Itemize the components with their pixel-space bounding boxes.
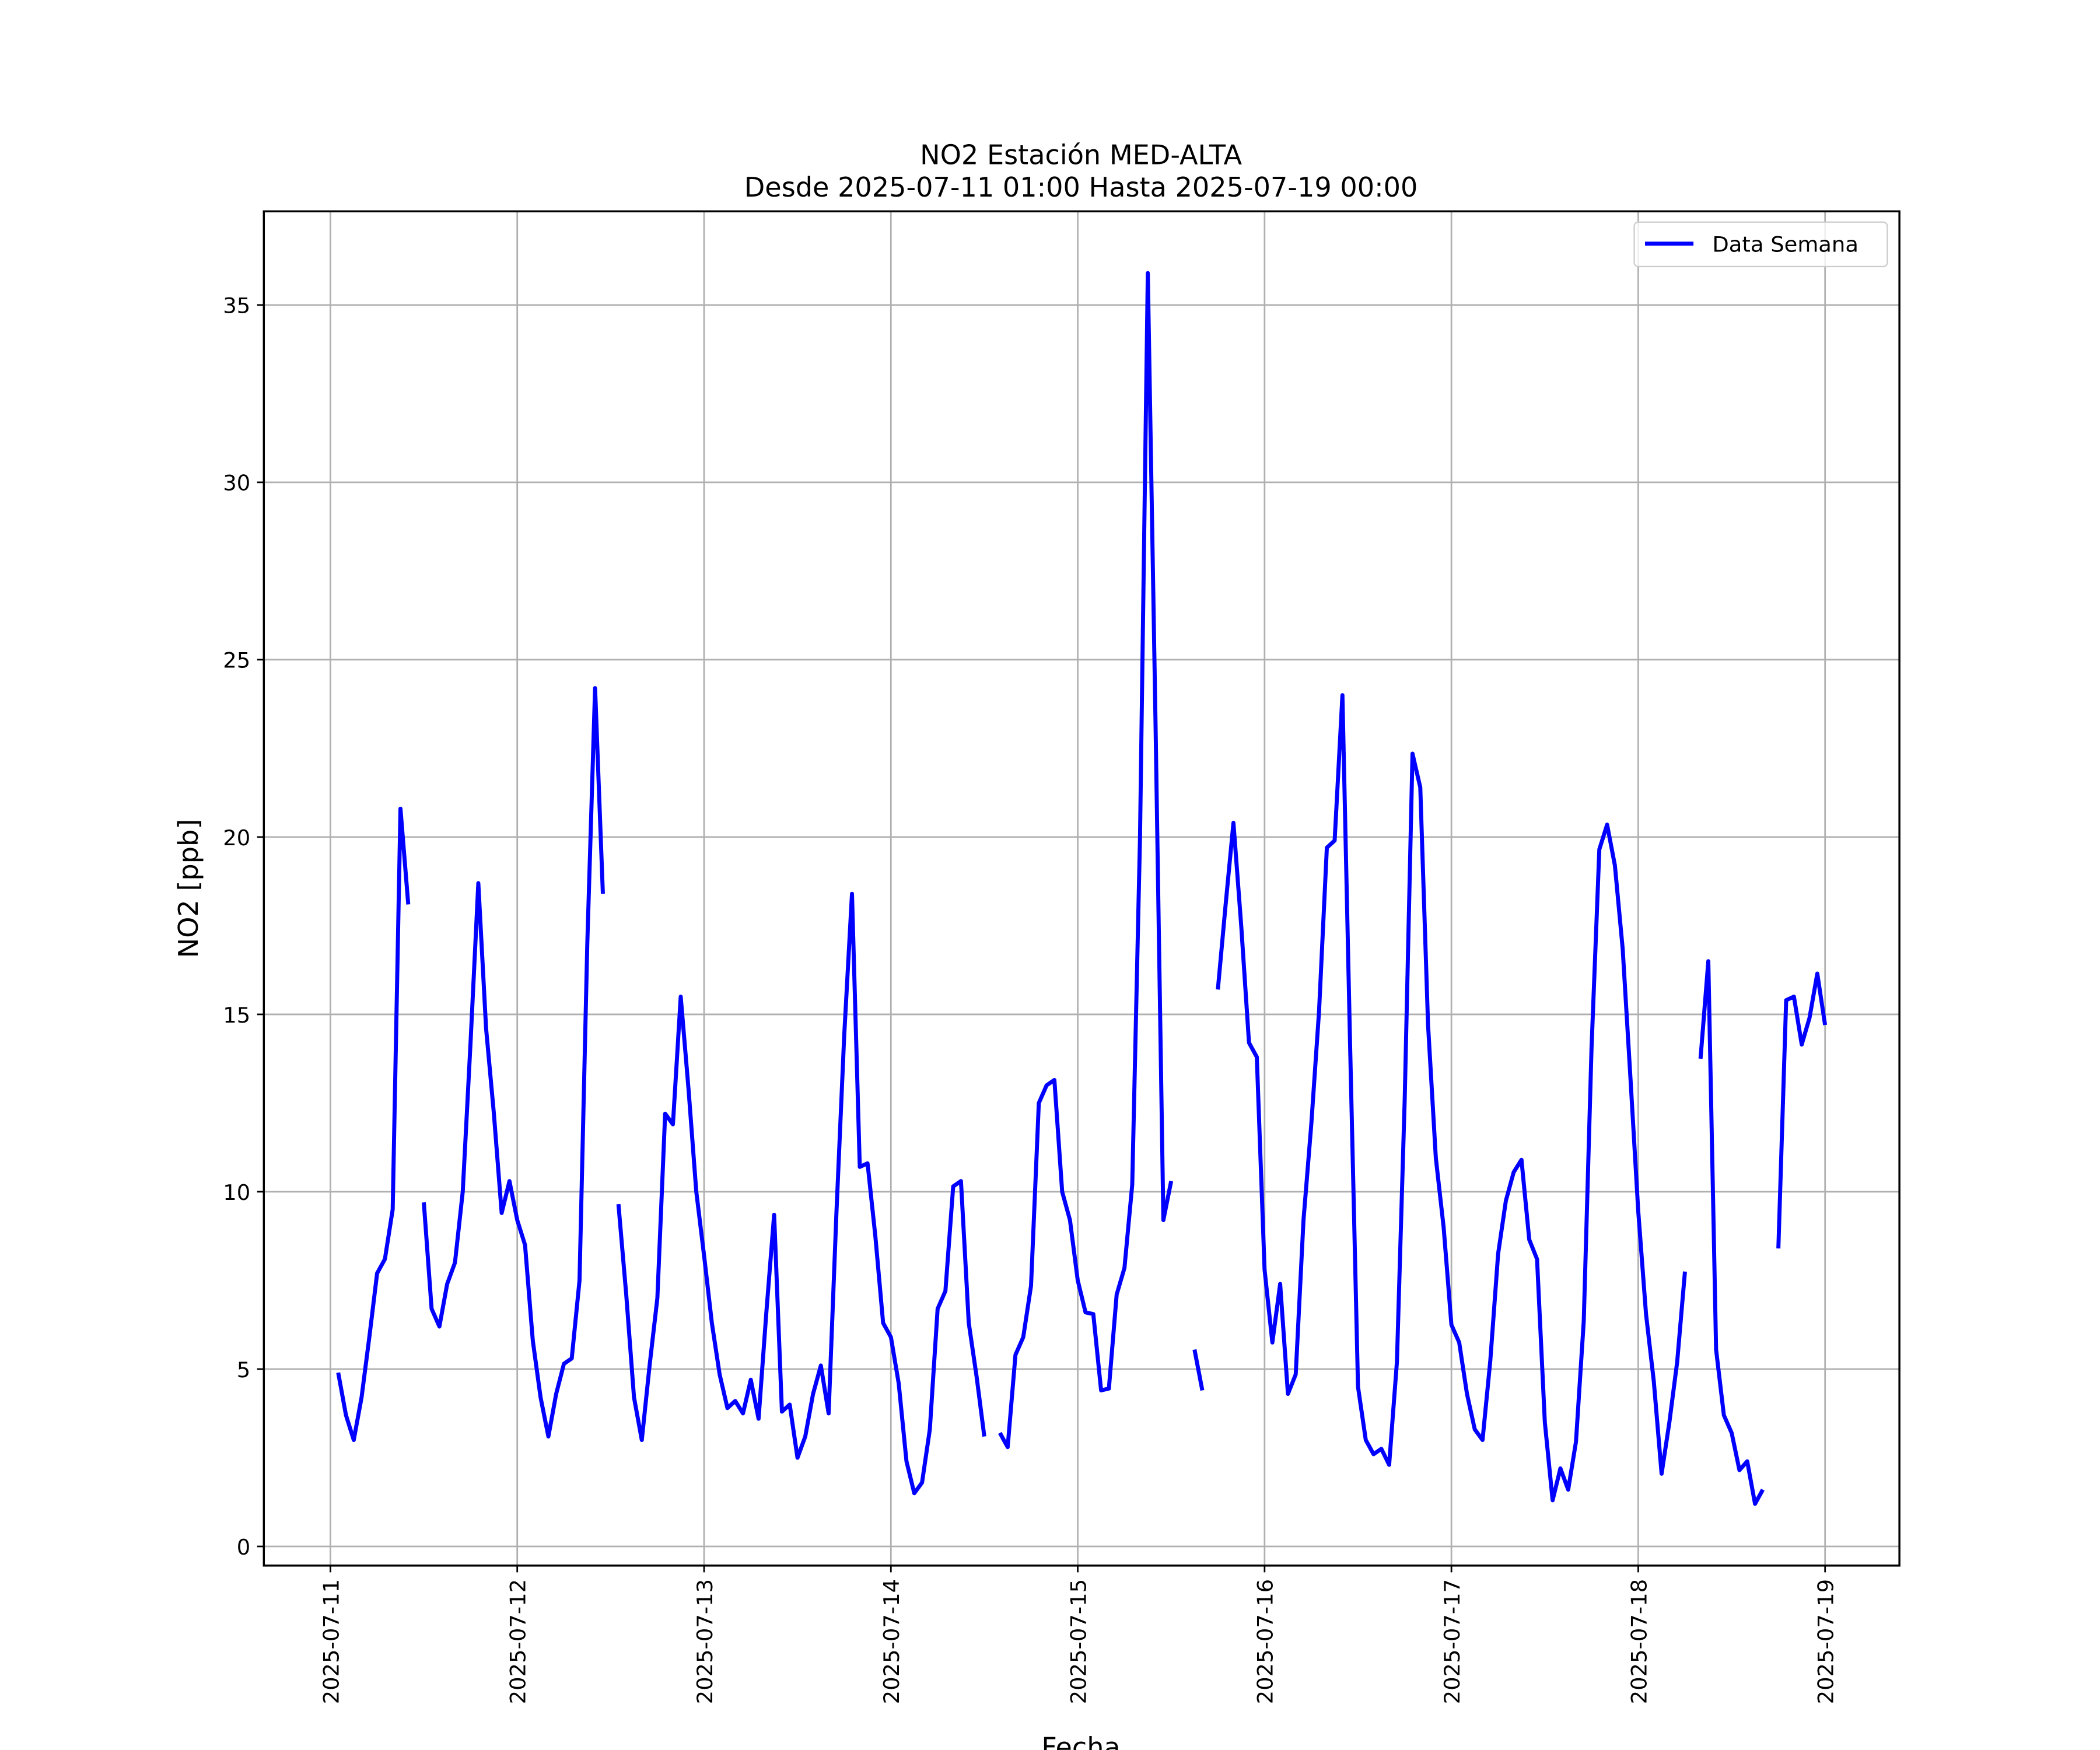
x-tick-label: 2025-07-11 bbox=[318, 1579, 344, 1704]
x-tick-label: 2025-07-17 bbox=[1440, 1579, 1465, 1704]
y-tick-label: 30 bbox=[223, 471, 250, 496]
y-tick-label: 25 bbox=[223, 648, 250, 673]
legend-box bbox=[1633, 221, 1888, 268]
y-tick-label: 35 bbox=[223, 293, 250, 318]
x-tick-label: 2025-07-16 bbox=[1253, 1579, 1278, 1704]
y-tick-label: 15 bbox=[223, 1003, 250, 1028]
legend-label: Data Semana bbox=[1712, 232, 1859, 257]
y-tick-label: 10 bbox=[223, 1180, 250, 1205]
x-tick-label: 2025-07-18 bbox=[1626, 1579, 1651, 1704]
x-axis-label: Fecha bbox=[1041, 1732, 1120, 1750]
plot-frame bbox=[262, 210, 1901, 1567]
x-tick-label: 2025-07-15 bbox=[1066, 1579, 1091, 1704]
x-tick-label: 2025-07-13 bbox=[692, 1579, 718, 1704]
chart-subtitle: Desde 2025-07-11 01:00 Hasta 2025-07-19 … bbox=[744, 172, 1418, 203]
x-tick-label: 2025-07-14 bbox=[879, 1579, 904, 1704]
legend: Data Semana bbox=[1633, 221, 1888, 268]
y-tick-label: 20 bbox=[223, 825, 250, 850]
x-tick-label: 2025-07-12 bbox=[506, 1579, 531, 1704]
y-tick-label: 0 bbox=[237, 1535, 250, 1560]
y-axis-label: NO2 [ppb] bbox=[173, 819, 204, 958]
y-tick-label: 5 bbox=[237, 1357, 250, 1382]
chart-title: NO2 Estación MED-ALTA bbox=[920, 139, 1242, 171]
data-line bbox=[336, 271, 1828, 1506]
x-tick-label: 2025-07-19 bbox=[1814, 1579, 1839, 1704]
